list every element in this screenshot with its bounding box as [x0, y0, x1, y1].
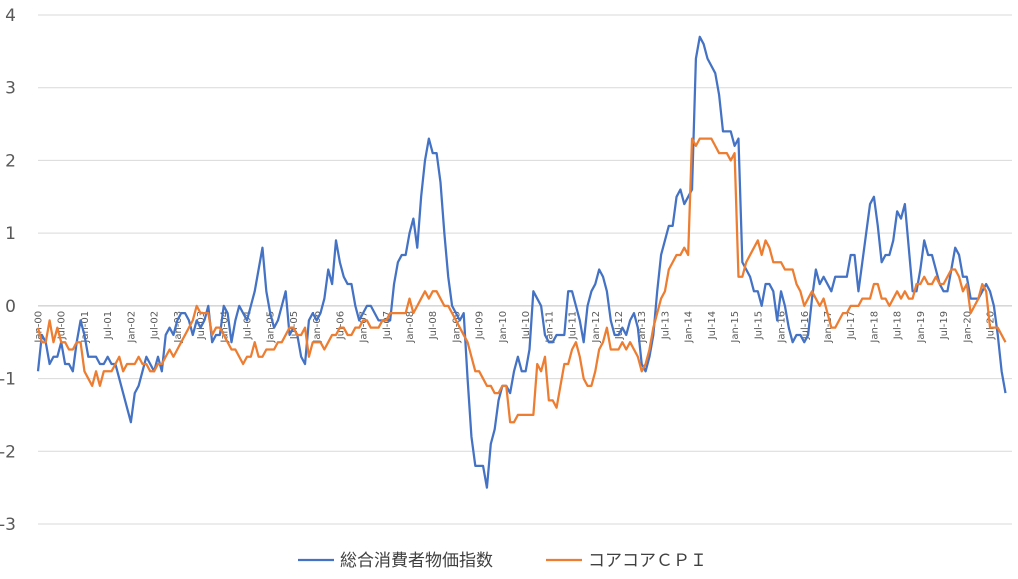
x-tick-label: Jul-07	[382, 311, 393, 340]
x-tick-label: Jul-09	[475, 311, 486, 340]
x-tick-label: Jul-00	[57, 311, 68, 340]
x-tick-label: Jan-08	[405, 311, 416, 344]
series-line-1	[36, 35, 1007, 489]
x-tick-label: Jan-06	[312, 311, 323, 344]
x-tick-label: Jul-17	[846, 311, 857, 340]
x-tick-label: Jan-17	[823, 311, 834, 344]
x-tick-label: Jan-16	[777, 311, 788, 344]
x-tick-label: Jul-02	[150, 311, 161, 340]
x-tick-label: Jul-20	[986, 311, 997, 340]
x-tick-label: Jan-11	[544, 311, 555, 344]
x-tick-label: Jan-18	[869, 311, 880, 344]
x-tick-label: Jul-19	[939, 311, 950, 340]
x-tick-label: Jan-20	[962, 311, 973, 344]
x-tick-label: Jan-03	[173, 311, 184, 344]
y-tick-label: 4	[5, 6, 16, 26]
series-lines	[36, 35, 1007, 489]
x-tick-label: Jan-12	[591, 311, 602, 344]
x-tick-label: Jul-18	[893, 311, 904, 340]
y-axis-tick-labels: -3 -2 -1 0 1 2 3 4	[0, 6, 16, 535]
x-tick-label: Jan-09	[451, 311, 462, 344]
x-tick-label: Jul-11	[568, 311, 579, 340]
y-tick-label: 3	[5, 79, 16, 99]
x-tick-label: Jan-14	[684, 311, 695, 344]
x-tick-label: Jul-13	[660, 311, 671, 340]
x-tick-label: Jul-15	[753, 311, 764, 340]
x-tick-label: Jul-10	[521, 311, 532, 340]
x-tick-label: Jan-07	[359, 311, 370, 344]
legend-label-series-1: 総合消費者物価指数	[340, 551, 493, 571]
x-tick-label: Jul-16	[800, 311, 811, 340]
x-tick-label: Jan-10	[498, 311, 509, 344]
x-tick-label: Jul-08	[428, 311, 439, 340]
x-tick-label: Jan-15	[730, 311, 741, 344]
x-tick-label: Jul-14	[707, 311, 718, 340]
legend-label-series-2: コアコアＣＰＩ	[588, 551, 707, 571]
x-tick-label: Jan-00	[34, 311, 45, 344]
x-tick-label: Jul-05	[289, 311, 300, 340]
x-tick-label: Jul-12	[614, 311, 625, 340]
x-axis-tick-labels: Jan-00 Jul-00 Jan-01 Jul-01 Jan-02 Jul-02 Jan-…	[34, 311, 997, 344]
gridlines	[38, 14, 1012, 525]
y-tick-label: -2	[0, 442, 16, 462]
y-tick-label: 2	[5, 151, 16, 171]
x-tick-label: Jan-02	[126, 311, 137, 344]
x-tick-label: Jan-04	[219, 311, 230, 344]
series-line-2	[36, 137, 1007, 424]
y-tick-label: -1	[0, 370, 16, 390]
x-tick-label: Jan-19	[916, 311, 927, 344]
y-tick-label: 0	[5, 297, 16, 317]
x-tick-label: Jan-01	[80, 311, 91, 344]
x-tick-label: Jul-04	[242, 311, 253, 340]
x-tick-label: Jan-13	[637, 311, 648, 344]
y-tick-label: -3	[0, 515, 16, 535]
y-tick-label: 1	[5, 224, 16, 244]
x-tick-label: Jan-05	[266, 311, 277, 344]
x-tick-label: Jul-01	[103, 311, 114, 340]
x-tick-label: Jul-06	[335, 311, 346, 340]
legend: 総合消費者物価指数 コアコアＣＰＩ	[298, 551, 707, 571]
